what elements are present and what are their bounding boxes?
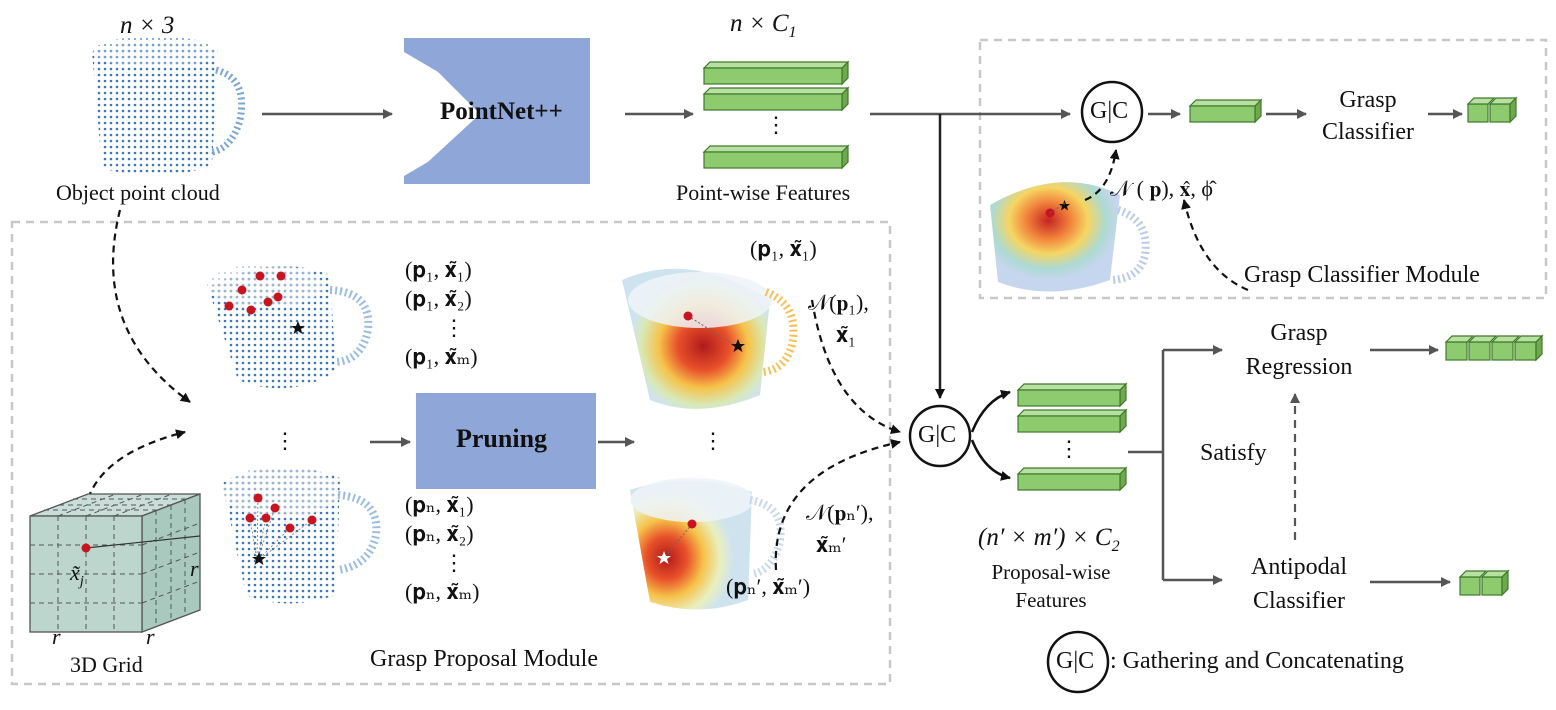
proposal-features-caption-line1: Proposal-wise: [991, 560, 1111, 584]
grid-label: 3D Grid: [70, 652, 143, 677]
grasp-classifier-label-line1: Grasp: [1339, 87, 1397, 113]
grasp-classifier-label-line2: Classifier: [1322, 119, 1414, 145]
neighborhood-top-label-2: 𝐱̃₁: [836, 322, 856, 347]
arrow-bottom-neighborhood-to-gc: [774, 439, 901, 571]
heatmap-vdots: ⋮: [702, 428, 724, 453]
classifier-output-cubes: [1466, 96, 1518, 124]
grasp-regression-label-line1: Grasp: [1270, 320, 1328, 346]
classifier-module-box: [978, 38, 1548, 300]
pairs-top: (𝐩₁, 𝐱̃₁) (𝐩₁, 𝐱̃₂) ⋮ (𝐩₁, 𝐱̃ₘ): [405, 255, 478, 371]
arrow-neighborhood-to-top-gc: [1084, 149, 1120, 202]
pair-top-m: (𝐩₁, 𝐱̃ₘ): [405, 344, 478, 369]
classifier-neighborhood-label: 𝒩 ( 𝐩), 𝐱̂, ϕ̂: [1110, 176, 1213, 201]
grid-side-r-right: r: [190, 556, 199, 581]
legend-gc-label: G|C: [1056, 648, 1095, 674]
proposal-features-vdots: ⋮: [1058, 436, 1080, 461]
arrow-gc-to-proposal-top: [970, 389, 1011, 433]
proposal-shape-label: (n′ × m′) × C2: [978, 524, 1120, 555]
pair-bottom-m: (𝐩ₙ, 𝐱̃ₘ): [405, 579, 480, 604]
top-gc-node: [1080, 80, 1144, 144]
grasp-regression-label-line2: Regression: [1245, 354, 1353, 380]
proposal-module-title: Grasp Proposal Module: [370, 646, 598, 672]
pair-bottom-2: (𝐩ₙ, 𝐱̃₂): [405, 521, 474, 546]
classifier-module-title: Grasp Classifier Module: [1244, 262, 1480, 288]
pointwise-caption: Point-wise Features: [676, 180, 851, 205]
top-gc-label: G|C: [1090, 98, 1129, 124]
legend-gc-node: [1046, 630, 1110, 694]
proposal-mug-top: [207, 264, 373, 389]
heatmap-mug-top: [622, 268, 798, 409]
grasp-regression-label: Grasp Regression: [1226, 316, 1372, 384]
pair-bottom-vdots: ⋮: [443, 550, 465, 575]
pointwise-vdots: ⋮: [765, 112, 787, 137]
grid-cube: [29, 493, 201, 633]
pruned-top-label: (𝐩₁, 𝐱̃₁): [750, 236, 817, 261]
bottom-gc-label: G|C: [918, 422, 957, 448]
grasp-classifier-label: Grasp Classifier: [1310, 84, 1426, 148]
pair-top-vdots: ⋮: [443, 315, 465, 340]
pointwise-feature-bars: [702, 60, 850, 170]
pruning-block: [416, 393, 596, 489]
pruned-bottom-label: (𝐩ₙ′, 𝐱̃ₘ′): [726, 574, 811, 599]
pairs-bottom: (𝐩ₙ, 𝐱̃₁) (𝐩ₙ, 𝐱̃₂) ⋮ (𝐩ₙ, 𝐱̃ₘ): [405, 490, 479, 606]
proposal-features-caption: Proposal-wise Features: [986, 558, 1116, 614]
legend-text: : Gathering and Concatenating: [1110, 648, 1404, 674]
neighborhood-bottom-label-1: 𝒩(𝐩ₙ′),: [806, 500, 874, 525]
input-caption: Object point cloud: [56, 180, 220, 205]
neighborhood-top-label-1: 𝒩(𝐩₁),: [808, 290, 869, 315]
proposal-features-caption-line2: Features: [1015, 588, 1087, 612]
satisfy-label: Satisfy: [1200, 440, 1267, 466]
neighborhood-bottom-label-2: 𝐱̃ₘ′: [816, 532, 847, 557]
regression-output-cubes: [1444, 334, 1544, 362]
antipodal-classifier-label-line2: Classifier: [1253, 588, 1345, 614]
proposal-mug-vdots: ⋮: [274, 428, 296, 453]
arrow-regression-to-classifier: [1181, 199, 1249, 292]
proposal-feature-bars: [1016, 382, 1128, 492]
pointnet-label: PointNet++: [440, 98, 563, 125]
pair-bottom-1: (𝐩ₙ, 𝐱̃₁): [405, 492, 474, 517]
arrow-gc-to-proposal-bottom: [970, 439, 1011, 481]
grid-point-label: x̃j: [70, 560, 84, 590]
pruning-label: Pruning: [456, 424, 548, 453]
pair-top-1: (𝐩₁, 𝐱̃₁): [405, 257, 472, 282]
antipodal-classifier-label-line1: Antipodal: [1251, 554, 1347, 580]
grid-side-r-depth: r: [146, 624, 155, 649]
arrow-top-neighborhood-to-gc: [810, 299, 901, 435]
input-mug-pointcloud: [92, 36, 246, 176]
bottom-gc-node: [908, 404, 972, 468]
grid-side-r-front: r: [52, 624, 61, 649]
classifier-feature-bar: [1188, 98, 1263, 124]
pair-top-2: (𝐩₁, 𝐱̃₂): [405, 286, 472, 311]
pointwise-shape-label: n × C1: [730, 10, 797, 41]
antipodal-classifier-label: Antipodal Classifier: [1226, 550, 1372, 618]
heatmap-mug-bottom: [630, 478, 785, 610]
proposal-mug-bottom: [222, 466, 381, 604]
arrow-input-to-proposals: [112, 209, 191, 403]
classifier-heatmap-mug: [990, 182, 1150, 292]
proposal-module-box: [10, 220, 892, 686]
input-shape-label: n × 3: [120, 12, 175, 39]
antipodal-output-cubes: [1458, 569, 1510, 597]
